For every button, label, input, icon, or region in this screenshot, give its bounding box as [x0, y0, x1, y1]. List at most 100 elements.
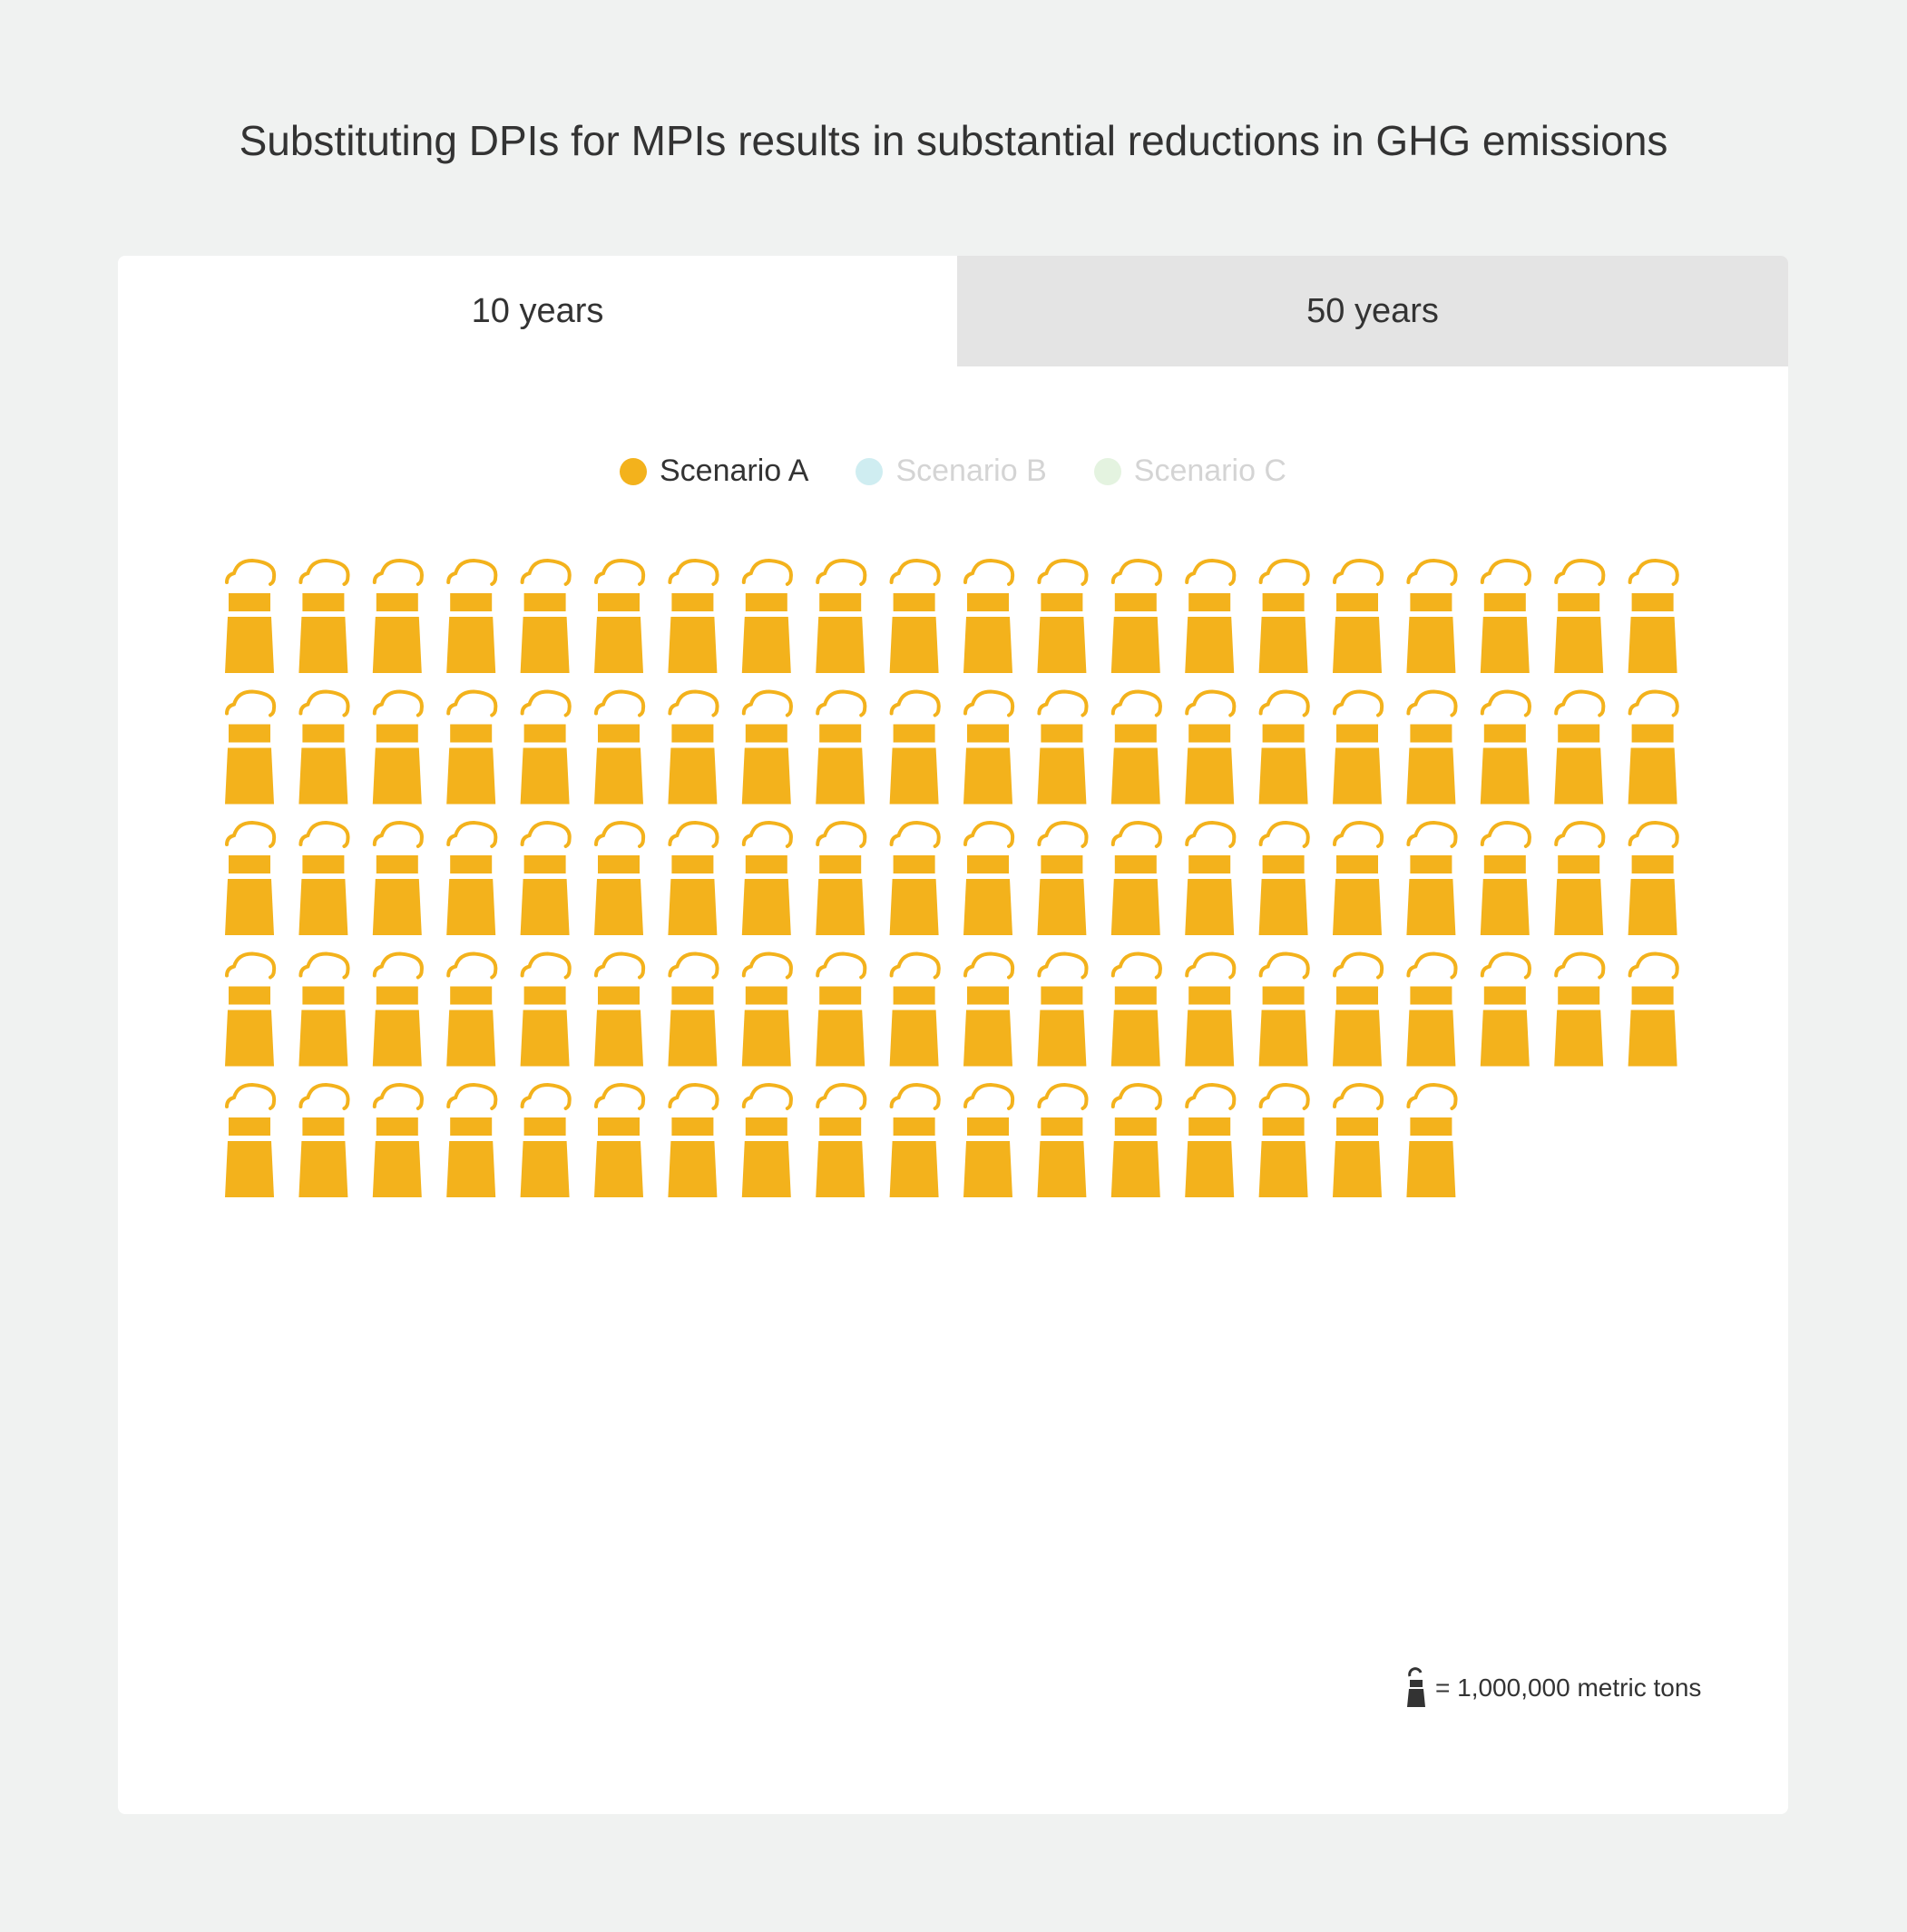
factory-icon-unit [298, 1082, 350, 1197]
factory-icon-unit [1628, 689, 1679, 805]
factory-icon-unit [1185, 820, 1237, 935]
unit-key-label: = 1,000,000 metric tons [1435, 1673, 1702, 1702]
factory-icon-unit [1110, 1082, 1162, 1197]
factory-icon-unit [963, 689, 1015, 805]
period-tabs: 10 years 50 years [118, 256, 1788, 366]
factory-icon-unit [889, 951, 941, 1067]
factory-icon-unit [1258, 951, 1310, 1067]
factory-icon-unit [225, 820, 277, 935]
factory-icon-unit [1333, 558, 1384, 673]
factory-icon-unit [298, 951, 350, 1067]
factory-icon-unit [1406, 689, 1458, 805]
factory-icon-unit [1554, 820, 1606, 935]
factory-icon-unit [520, 820, 572, 935]
legend: Scenario A Scenario B Scenario C [118, 454, 1788, 489]
factory-icon-unit [594, 820, 646, 935]
factory-icon-unit [1480, 820, 1531, 935]
legend-label-scenario-b: Scenario B [895, 454, 1047, 488]
factory-icon-unit [741, 558, 793, 673]
factory-icon-unit [372, 1082, 424, 1197]
factory-icon-unit [1037, 951, 1089, 1067]
factory-icon-unit [372, 820, 424, 935]
factory-icon-unit [446, 820, 498, 935]
factory-icon-unit [1037, 558, 1089, 673]
legend-dot-scenario-b [856, 457, 884, 485]
unit-key: = 1,000,000 metric tons [1404, 1667, 1701, 1709]
factory-icon-unit [889, 820, 941, 935]
factory-icon-unit [520, 951, 572, 1067]
factory-icon-unit [1554, 951, 1606, 1067]
factory-icon-unit [520, 689, 572, 805]
factory-icon-unit [298, 689, 350, 805]
factory-icon-unit [1037, 1082, 1089, 1197]
factory-icon-unit [816, 558, 867, 673]
factory-icon-unit [594, 951, 646, 1067]
chart-card: 10 years 50 years Scenario A Scenario B … [118, 256, 1788, 1814]
factory-icon-unit [668, 1082, 719, 1197]
factory-icon-unit [1333, 951, 1384, 1067]
factory-icon-unit [963, 820, 1015, 935]
factory-icon-unit [889, 558, 941, 673]
factory-icon-unit [1333, 689, 1384, 805]
factory-icon-unit [1185, 951, 1237, 1067]
factory-icon-unit [225, 1082, 277, 1197]
factory-icon-unit [1480, 951, 1531, 1067]
factory-icon-unit [520, 558, 572, 673]
factory-icon-unit [1406, 558, 1458, 673]
factory-icon-unit [298, 820, 350, 935]
factory-icon-unit [816, 951, 867, 1067]
factory-icon-unit [668, 689, 719, 805]
legend-item-scenario-a[interactable]: Scenario A [620, 454, 808, 489]
factory-icon-unit [816, 689, 867, 805]
factory-icon-unit [741, 689, 793, 805]
factory-icon-unit [1110, 820, 1162, 935]
legend-dot-scenario-c [1093, 457, 1121, 485]
factory-icon-unit [1185, 558, 1237, 673]
factory-icon-unit [668, 558, 719, 673]
factory-icon-unit [1406, 951, 1458, 1067]
factory-icon-unit [1480, 689, 1531, 805]
factory-icon-unit [225, 951, 277, 1067]
factory-icon-unit [963, 1082, 1015, 1197]
factory-icon-unit [1258, 689, 1310, 805]
factory-icon-unit [225, 558, 277, 673]
factory-icon-unit [741, 820, 793, 935]
factory-icon-unit [1480, 558, 1531, 673]
factory-icon-unit [1333, 1082, 1384, 1197]
factory-icon-unit [741, 1082, 793, 1197]
factory-icon-unit [668, 820, 719, 935]
chart-title: Substituting DPIs for MPIs results in su… [239, 117, 1668, 164]
factory-icon-unit [446, 1082, 498, 1197]
factory-icon-unit [963, 951, 1015, 1067]
legend-label-scenario-a: Scenario A [660, 454, 809, 488]
factory-icon-unit [1333, 820, 1384, 935]
factory-icon-unit [446, 558, 498, 673]
factory-icon-unit [372, 689, 424, 805]
legend-item-scenario-c[interactable]: Scenario C [1093, 454, 1286, 489]
tab-10-years[interactable]: 10 years [118, 256, 957, 366]
tab-50-years[interactable]: 50 years [957, 256, 1788, 366]
factory-icon-unit [1628, 951, 1679, 1067]
factory-icon-unit [1628, 558, 1679, 673]
factory-icon-unit [372, 951, 424, 1067]
factory-icon-unit [1185, 689, 1237, 805]
factory-icon-unit [1110, 951, 1162, 1067]
factory-icon-unit [741, 951, 793, 1067]
factory-icon-unit [594, 558, 646, 673]
factory-icon-unit [225, 689, 277, 805]
factory-icon-unit [1110, 558, 1162, 673]
factory-icon-unit [594, 1082, 646, 1197]
factory-icon-unit [1258, 820, 1310, 935]
factory-icon-unit [594, 689, 646, 805]
factory-icon-unit [446, 951, 498, 1067]
factory-icon-unit [1554, 558, 1606, 673]
factory-icon-unit [816, 1082, 867, 1197]
factory-icon-unit [298, 558, 350, 673]
factory-icon-unit [963, 558, 1015, 673]
factory-icon-unit [1110, 689, 1162, 805]
factory-icon-unit [889, 1082, 941, 1197]
legend-item-scenario-b[interactable]: Scenario B [856, 454, 1047, 489]
factory-icon-unit [520, 1082, 572, 1197]
factory-icon-unit [372, 558, 424, 673]
factory-icon-unit [668, 951, 719, 1067]
